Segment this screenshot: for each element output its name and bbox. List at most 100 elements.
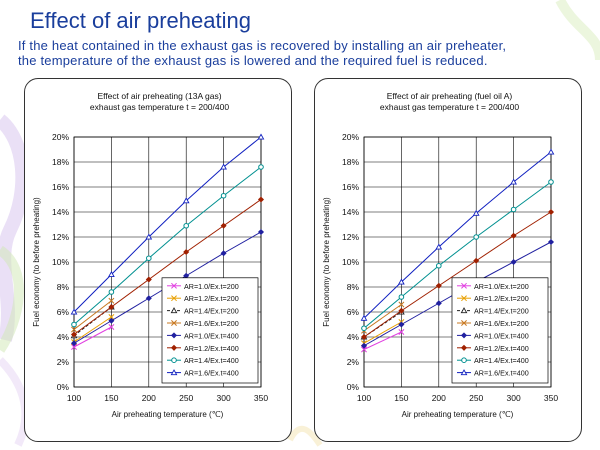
data-point bbox=[257, 133, 265, 140]
data-point bbox=[145, 233, 153, 240]
data-point bbox=[398, 278, 405, 285]
legend: AR=1.0/Ex.t=200 AR=1.2/Ex.t=200 AR=1.4/Ex.… bbox=[161, 277, 259, 384]
legend-marker bbox=[461, 320, 467, 326]
data-point bbox=[398, 329, 405, 335]
legend-label: AR=1.6/Ex.t=400 bbox=[474, 369, 529, 378]
data-point bbox=[435, 282, 442, 289]
x-tick-label: 150 bbox=[104, 393, 118, 403]
legend-label: AR=1.2/Ex.t=400 bbox=[184, 344, 239, 353]
y-tick-label: 14% bbox=[52, 207, 69, 217]
y-tick-label: 16% bbox=[52, 182, 69, 192]
x-tick-label: 300 bbox=[217, 393, 231, 403]
series-line bbox=[73, 136, 262, 313]
chart-panel-fuel-oil-a: Effect of air preheating (fuel oil A) exh… bbox=[314, 78, 582, 442]
legend-label: AR=1.4/Ex.t=400 bbox=[184, 356, 239, 365]
series-4 bbox=[361, 301, 405, 334]
data-point bbox=[361, 325, 367, 332]
data-point bbox=[473, 234, 479, 240]
legend-label: AR=1.0/Ex.t=400 bbox=[474, 331, 529, 340]
series-6 bbox=[70, 196, 265, 338]
x-tick-label: 100 bbox=[357, 393, 371, 403]
data-point bbox=[108, 289, 115, 295]
data-point bbox=[547, 208, 555, 216]
subtitle-line-1: If the heat contained in the exhaust gas… bbox=[18, 38, 507, 53]
y-tick-label: 12% bbox=[342, 232, 359, 242]
series-line bbox=[73, 326, 112, 348]
data-point bbox=[473, 257, 480, 264]
y-tick-label: 12% bbox=[52, 232, 69, 242]
x-tick-label: 200 bbox=[142, 393, 156, 403]
chart-panel-13a-gas: Effect of air preheating (13A gas) exhaus… bbox=[24, 78, 292, 442]
series-line bbox=[363, 151, 552, 319]
y-tick-label: 6% bbox=[347, 307, 360, 317]
data-point bbox=[145, 276, 152, 283]
legend: AR=1.0/Ex.t=200 AR=1.2/Ex.t=200 AR=1.4/Ex.… bbox=[451, 277, 549, 384]
data-point bbox=[108, 270, 115, 278]
series-line bbox=[73, 306, 112, 337]
legend-marker bbox=[170, 307, 178, 314]
chart-subtitle: exhaust gas temperature t = 200/400 bbox=[90, 102, 229, 112]
legend-label: AR=1.0/Ex.t=400 bbox=[184, 331, 239, 340]
series-line bbox=[363, 321, 402, 344]
x-tick-label: 300 bbox=[507, 393, 521, 403]
y-tick-label: 14% bbox=[342, 207, 359, 217]
plot-frame bbox=[73, 136, 262, 388]
legend-label: AR=1.0/Ex.t=200 bbox=[474, 282, 529, 291]
legend-marker bbox=[171, 282, 177, 289]
legend-label: AR=1.2/Ex.t=400 bbox=[474, 344, 529, 353]
y-tick-label: 10% bbox=[52, 257, 69, 267]
data-point bbox=[435, 243, 443, 250]
x-tick-label: 250 bbox=[469, 393, 483, 403]
legend-label: AR=1.4/Ex.t=200 bbox=[474, 307, 529, 316]
data-point bbox=[71, 326, 77, 333]
series-line bbox=[73, 166, 262, 325]
slide-title: Effect of air preheating bbox=[30, 8, 251, 33]
legend-marker bbox=[461, 282, 467, 289]
data-point bbox=[183, 222, 189, 229]
legend-marker bbox=[461, 295, 467, 302]
data-point bbox=[70, 340, 78, 347]
series-line bbox=[363, 211, 552, 338]
series-line bbox=[73, 316, 112, 343]
legend-box bbox=[451, 277, 549, 384]
chart-title: Effect of air preheating (13A gas) bbox=[97, 91, 221, 101]
y-tick-label: 2% bbox=[57, 357, 70, 367]
data-point bbox=[436, 262, 442, 269]
y-tick-label: 18% bbox=[52, 157, 69, 167]
data-point bbox=[361, 346, 367, 353]
data-point bbox=[547, 148, 555, 155]
legend-marker bbox=[171, 295, 177, 302]
data-point bbox=[220, 163, 227, 170]
series-line bbox=[73, 199, 262, 335]
data-point bbox=[220, 192, 227, 199]
data-point bbox=[398, 294, 405, 300]
data-point bbox=[71, 321, 77, 328]
y-tick-label: 0% bbox=[57, 382, 70, 392]
data-point bbox=[257, 228, 265, 236]
legend-marker bbox=[460, 344, 468, 351]
series-line bbox=[363, 304, 402, 332]
series-7 bbox=[71, 164, 264, 328]
data-point bbox=[398, 307, 405, 314]
data-point bbox=[258, 164, 264, 170]
y-tick-label: 0% bbox=[347, 382, 360, 392]
data-point bbox=[510, 232, 517, 239]
data-point bbox=[70, 308, 78, 315]
y-axis-label: Fuel economy (to before preheating) bbox=[322, 197, 331, 327]
data-point bbox=[435, 300, 442, 307]
x-tick-label: 200 bbox=[432, 393, 446, 403]
series-8 bbox=[70, 133, 265, 315]
data-point bbox=[108, 324, 115, 330]
data-point bbox=[108, 317, 115, 324]
data-point bbox=[145, 295, 152, 302]
series-1 bbox=[71, 324, 115, 350]
x-tick-label: 350 bbox=[544, 393, 558, 403]
legend-marker bbox=[170, 332, 178, 339]
legend-marker bbox=[170, 369, 178, 376]
y-tick-label: 6% bbox=[57, 307, 70, 317]
data-point bbox=[183, 248, 190, 256]
x-tick-label: 150 bbox=[394, 393, 408, 403]
data-point bbox=[547, 238, 555, 246]
series-line bbox=[363, 331, 402, 350]
data-point bbox=[146, 255, 152, 262]
